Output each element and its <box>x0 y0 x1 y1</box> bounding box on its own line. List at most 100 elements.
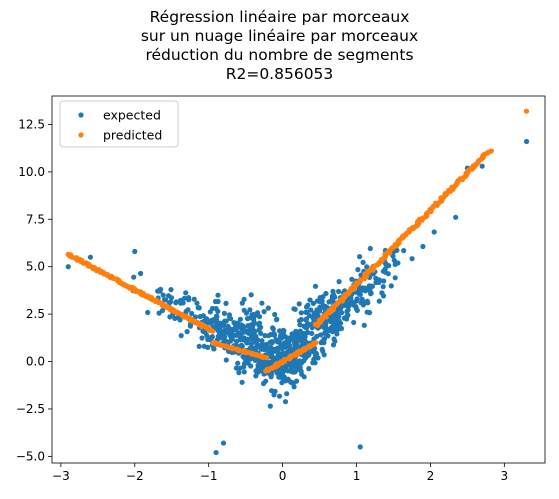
expected-point <box>284 391 290 397</box>
expected-point <box>376 298 382 304</box>
expected-point <box>250 345 256 351</box>
expected-point <box>227 315 233 321</box>
expected-point <box>265 305 271 311</box>
expected-point <box>291 384 297 390</box>
y-tick-label: −2.5 <box>16 402 45 416</box>
expected-point <box>268 344 274 351</box>
expected-point <box>365 300 371 306</box>
expected-point <box>258 330 264 336</box>
expected-point <box>307 297 313 303</box>
expected-point <box>235 360 241 366</box>
expected-point <box>368 290 374 296</box>
expected-point <box>302 333 308 340</box>
expected-point <box>219 335 225 341</box>
expected-point <box>353 306 360 312</box>
expected-point <box>237 316 243 322</box>
expected-point <box>292 306 298 312</box>
expected-point <box>268 374 274 380</box>
expected-point <box>318 332 324 338</box>
y-tick-label: 10.0 <box>18 165 45 179</box>
expected-point <box>220 440 227 446</box>
expected-point <box>298 310 304 316</box>
expected-point <box>310 300 316 306</box>
expected-point <box>317 299 323 305</box>
expected-point <box>138 270 144 277</box>
expected-point <box>234 338 240 344</box>
expected-point <box>281 332 287 338</box>
y-axis: −5.0 −2.5 0.0 2.5 5.0 7.5 10.0 12.5 <box>16 117 52 463</box>
expected-point <box>336 279 342 285</box>
expected-point <box>297 331 303 337</box>
expected-point <box>307 313 313 319</box>
expected-point <box>345 307 351 313</box>
expected-series <box>65 138 530 456</box>
expected-point <box>131 274 137 280</box>
predicted-point <box>433 200 439 206</box>
expected-point <box>270 326 276 332</box>
predicted-point <box>288 353 294 359</box>
expected-point <box>279 345 285 351</box>
expected-point <box>247 307 253 313</box>
expected-point <box>266 359 272 365</box>
expected-point <box>351 319 357 326</box>
expected-point <box>431 229 437 235</box>
expected-point <box>276 393 283 399</box>
expected-point <box>253 368 259 374</box>
expected-point <box>227 338 234 344</box>
expected-point <box>191 296 197 302</box>
expected-point <box>145 309 151 316</box>
expected-point <box>283 363 289 370</box>
expected-point <box>236 324 242 330</box>
expected-point <box>212 298 219 305</box>
expected-point <box>364 309 370 315</box>
expected-point <box>214 313 220 319</box>
expected-point <box>241 326 247 332</box>
expected-point <box>262 342 268 348</box>
expected-point <box>361 322 367 328</box>
expected-point <box>244 340 250 346</box>
expected-point <box>313 312 319 318</box>
expected-point <box>306 352 312 358</box>
predicted-point <box>210 328 216 334</box>
predicted-point <box>488 148 494 154</box>
predicted-point <box>199 324 205 330</box>
expected-point <box>173 299 179 305</box>
expected-point <box>194 300 200 306</box>
title-line-4: R2=0.856053 <box>225 65 334 83</box>
expected-point <box>360 259 366 265</box>
expected-point <box>250 311 257 318</box>
expected-point <box>222 318 228 324</box>
expected-point <box>331 325 337 331</box>
expected-point <box>276 336 282 343</box>
x-tick-label: 2 <box>427 469 435 483</box>
expected-point <box>309 330 315 336</box>
expected-point <box>390 253 396 259</box>
expected-point <box>331 318 337 324</box>
predicted-point <box>264 355 270 361</box>
chart-title: Régression linéaire par morceaux sur un … <box>0 8 559 84</box>
expected-point <box>308 307 314 313</box>
expected-point <box>298 316 304 323</box>
title-line-2: sur un nuage linéaire par morceaux <box>140 27 419 45</box>
expected-point <box>222 339 228 345</box>
axes-frame <box>51 95 546 464</box>
expected-point <box>317 295 323 301</box>
expected-point <box>330 342 337 348</box>
expected-point <box>213 449 219 456</box>
title-line-1: Régression linéaire par morceaux <box>149 8 410 26</box>
expected-point <box>309 349 315 355</box>
expected-point <box>349 300 355 306</box>
expected-point <box>279 380 285 386</box>
expected-point <box>376 279 382 285</box>
title-line-3: réduction du nombre de segments <box>145 46 414 64</box>
x-tick-label: 3 <box>501 469 509 483</box>
y-tick-label: 12.5 <box>18 117 45 131</box>
expected-point <box>357 444 363 450</box>
expected-point <box>255 362 261 368</box>
expected-point <box>479 163 485 169</box>
expected-point <box>303 317 309 323</box>
expected-point <box>321 352 327 358</box>
expected-point <box>167 314 173 320</box>
expected-point <box>321 340 327 346</box>
expected-point <box>303 324 309 331</box>
